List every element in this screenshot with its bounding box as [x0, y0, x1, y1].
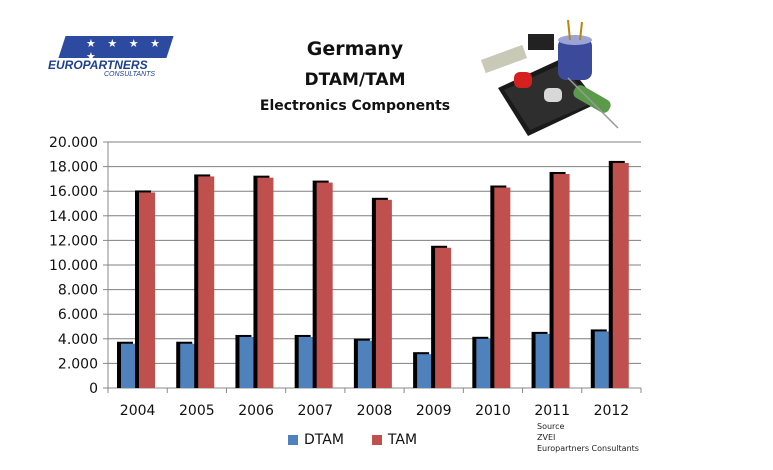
y-tick-label: 8.000 — [58, 283, 98, 299]
bar-dtam-2012 — [594, 331, 611, 388]
source-note: Source ZVEI Europartners Consultants — [537, 421, 639, 454]
source-label: Source — [537, 422, 565, 431]
electronic-components-image — [480, 19, 619, 136]
logo-brand-text: EUROPARTNERS — [48, 58, 148, 72]
x-tick-label: 2010 — [475, 403, 511, 419]
bar-dtam-2006 — [239, 336, 256, 388]
bars — [117, 160, 629, 388]
x-tick-label: 2004 — [120, 403, 156, 419]
y-tick-label: 10.000 — [49, 258, 98, 274]
y-tick-label: 0 — [89, 381, 98, 397]
x-tick-label: 2008 — [357, 403, 393, 419]
bar-tam-2009 — [435, 247, 452, 388]
bar-tam-2008 — [375, 199, 392, 388]
x-axis-ticks: 2004 2005 2006 2007 2008 2009 2010 2011 2012 — [120, 403, 629, 419]
logo-stars: ★ ★ ★ ★ ★ — [86, 37, 164, 63]
bar-tam-2006 — [257, 177, 274, 388]
chart-title-block: Germany DTAM/TAM Electronics Components — [230, 38, 480, 114]
x-tick-label: 2005 — [179, 403, 215, 419]
bar-dtam-2009 — [417, 354, 434, 388]
x-tick-label: 2012 — [594, 403, 630, 419]
bar-tam-2010 — [494, 187, 511, 388]
bar-dtam-2007 — [298, 336, 315, 388]
bar-tam-2005 — [198, 176, 215, 388]
y-tick-label: 20.000 — [49, 135, 98, 151]
chart-subtitle-components: Electronics Components — [259, 98, 451, 114]
chart-title: Germany — [306, 38, 404, 60]
legend-swatch-dtam — [288, 435, 298, 445]
y-tick-label: 16.000 — [49, 184, 98, 200]
legend-label-tam: TAM — [387, 432, 418, 448]
legend: DTAM TAM — [288, 432, 445, 448]
y-tick-label: 2.000 — [58, 356, 98, 372]
source-line-europartners: Europartners Consultants — [537, 444, 639, 453]
y-tick-label: 6.000 — [58, 307, 98, 323]
europartners-logo: ★ ★ ★ ★ ★ EUROPARTNERS CONSULTANTS — [48, 36, 174, 80]
y-tick-label: 18.000 — [49, 160, 98, 176]
y-tick-label: 4.000 — [58, 332, 98, 348]
bar-tam-2007 — [316, 182, 333, 388]
legend-swatch-tam — [371, 435, 382, 445]
logo-sub-text: CONSULTANTS — [104, 71, 156, 78]
bar-dtam-2004 — [121, 343, 137, 388]
x-tick-label: 2011 — [534, 403, 570, 419]
y-tick-label: 12.000 — [49, 233, 98, 249]
y-axis-ticks: 0 2.000 4.000 6.000 8.000 10.000 12.000 14.000 1… — [49, 135, 98, 397]
bar-dtam-2011 — [535, 333, 552, 388]
bar-tam-2011 — [553, 173, 570, 388]
x-tick-label: 2006 — [238, 403, 274, 419]
bar-dtam-2008 — [357, 340, 374, 388]
bar-dtam-2010 — [476, 338, 493, 388]
bar-tam-2004 — [139, 192, 155, 388]
legend-item-tam: TAM — [371, 432, 418, 448]
legend-label-dtam: DTAM — [304, 432, 344, 448]
bar-tam-2012 — [612, 162, 629, 388]
x-tick-label: 2009 — [416, 403, 452, 419]
bar-dtam-2005 — [180, 343, 197, 388]
y-tick-label: 14.000 — [49, 209, 98, 225]
x-tick-label: 2007 — [297, 403, 333, 419]
source-line-zvei: ZVEI — [537, 433, 556, 442]
chart-subtitle: DTAM/TAM — [304, 70, 406, 90]
legend-item-dtam: DTAM — [288, 432, 344, 448]
